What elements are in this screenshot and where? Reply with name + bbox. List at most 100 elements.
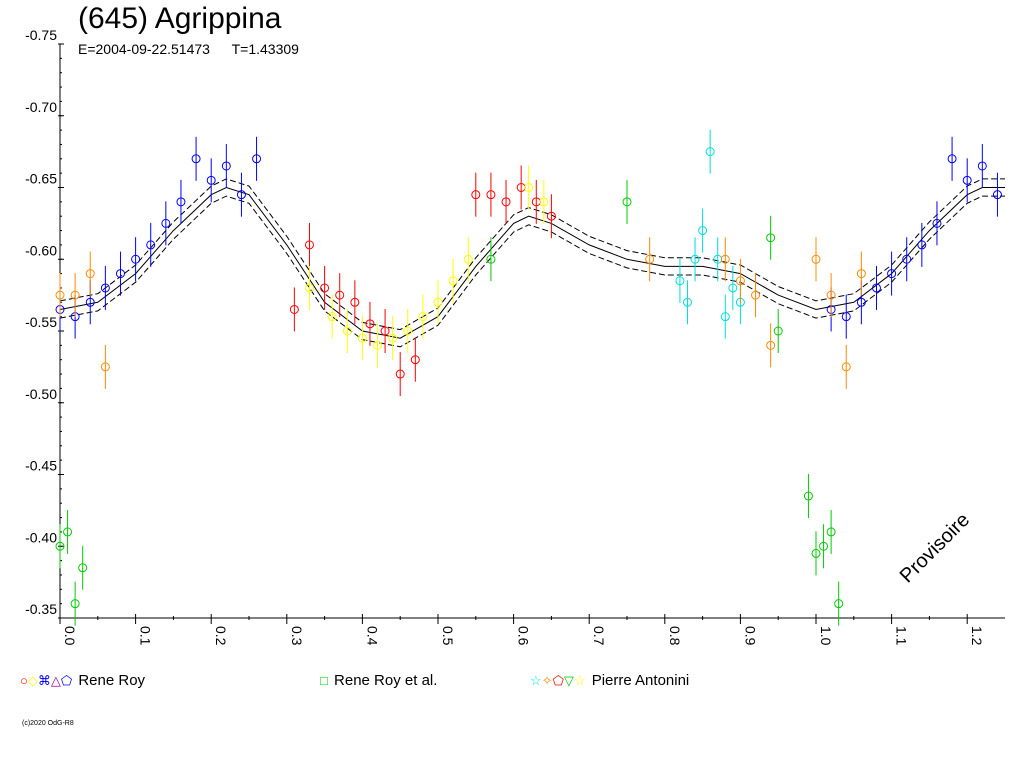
data-point [100,362,110,372]
data-point [486,254,496,264]
data-point [501,197,511,207]
data-point [751,290,761,300]
data-point [55,290,65,300]
legend-symbol: ☆ [573,673,586,688]
data-point [546,211,556,221]
data-point [78,563,88,573]
data-point [252,154,262,164]
data-point [834,599,844,609]
data-point [320,283,330,293]
data-point [841,312,851,322]
data-point [841,362,851,372]
data-point [161,218,171,228]
data-point [826,527,836,537]
copyright-text: (c)2020 OdG-R8 [22,720,74,727]
data-point [403,326,413,336]
data-point [947,154,957,164]
epoch-label: E=2004-09-22.51473 [78,41,210,57]
data-point [365,319,375,329]
data-point [388,333,398,343]
data-point [146,240,156,250]
data-point [735,276,745,286]
data-point [463,254,473,264]
legend-symbol: ◇ [27,673,38,688]
data-point [917,240,927,250]
x-tick-label: 0.0 [62,626,78,646]
data-point [418,312,428,322]
legend-label-pierre-antonini: Pierre Antonini [591,672,690,689]
x-tick-label: 0.1 [138,626,154,646]
y-tick-label: -0.75 [25,27,57,43]
data-point [176,197,186,207]
data-point [887,269,897,279]
x-tick-label: 0.2 [213,626,229,646]
data-point [819,541,829,551]
legend-symbol: △ [50,673,61,688]
data-point [70,599,80,609]
data-point [856,269,866,279]
legend-symbols-rene-roy-et-al: □ [320,673,328,688]
y-tick-label: -0.65 [25,171,57,187]
data-point [342,326,352,336]
data-point [85,297,95,307]
x-tick-label: 0.9 [742,626,758,646]
data-point [803,491,813,501]
data-point [932,218,942,228]
x-tick-label: 1.2 [969,626,985,646]
chart-subtitle: E=2004-09-22.51473 T=1.43309 [78,41,317,57]
data-point [962,175,972,185]
data-point [871,283,881,293]
data-point [524,183,534,192]
legend-symbol: ✧ [541,673,553,688]
legend-symbol: ⬠ [552,673,564,688]
data-point [826,290,836,300]
data-point [55,541,65,551]
legend-item-rene-roy: ○◇⌘△⬠ Rene Roy [20,672,145,689]
legend-symbol: ☆ [530,673,542,688]
data-point [395,369,405,379]
data-point [63,527,73,537]
data-point [766,340,776,350]
legend-symbols-pierre-antonini: ☆✧⬠▽☆ [530,673,586,688]
data-point [289,304,299,314]
data-point [773,326,783,336]
y-tick-label: -0.55 [25,314,57,330]
data-point [622,197,632,207]
data-point [675,276,685,286]
y-tick-label: -0.50 [25,386,57,402]
data-point [977,161,987,171]
data-point [720,254,730,264]
data-point [720,312,730,322]
x-tick-label: 0.8 [667,626,683,646]
data-point [539,197,549,207]
legend-label-rene-roy: Rene Roy [78,672,146,689]
data-point [471,190,481,200]
data-point [698,226,708,236]
data-point [373,340,383,350]
x-tick-label: 1.1 [894,626,910,646]
data-point [350,297,360,307]
y-tick-label: -0.70 [25,99,57,115]
legend-label-rene-roy-et-al: Rene Roy et al. [334,672,438,689]
data-point [433,297,443,307]
data-point [992,190,1002,200]
data-point [115,269,125,279]
y-tick-label: -0.40 [25,529,57,545]
data-point [221,161,231,171]
legend-symbol: □ [320,673,328,688]
chart-title: (645) Agrippina [78,2,282,35]
data-point [85,269,95,279]
legend-item-pierre-antonini: ☆✧⬠▽☆ Pierre Antonini [530,672,689,689]
data-point [357,333,367,343]
data-point [410,355,420,365]
fit-curve-upper [59,195,1005,348]
x-tick-label: 1.0 [818,626,834,646]
legend-symbol: ○ [20,673,28,688]
legend-item-rene-roy-et-al: □ Rene Roy et al. [320,672,437,689]
data-point [380,326,390,336]
x-tick-label: 0.4 [364,626,380,646]
data-point [766,233,776,243]
data-point [856,297,866,307]
data-point [811,254,821,264]
y-tick-label: -0.60 [25,242,57,258]
